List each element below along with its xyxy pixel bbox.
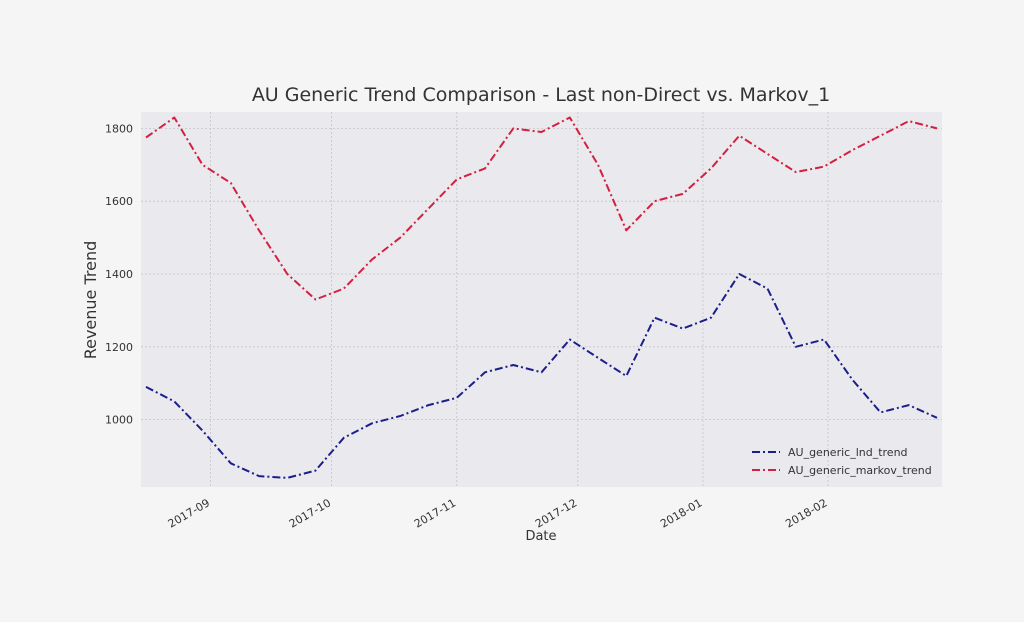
chart-title: AU Generic Trend Comparison - Last non-D… bbox=[252, 84, 830, 106]
plot-area bbox=[141, 112, 942, 487]
y-tick-label: 1400 bbox=[105, 268, 133, 281]
legend-label: AU_generic_markov_trend bbox=[788, 464, 932, 477]
y-tick-label: 1600 bbox=[105, 195, 133, 208]
y-tick-label: 1200 bbox=[105, 341, 133, 354]
legend-label: AU_generic_lnd_trend bbox=[788, 446, 908, 459]
y-tick-label: 1800 bbox=[105, 122, 133, 135]
line-series bbox=[145, 273, 938, 479]
line-series bbox=[145, 116, 938, 301]
y-axis-label: Revenue Trend bbox=[81, 241, 100, 360]
x-axis-label: Date bbox=[525, 529, 556, 544]
y-tick-label: 1000 bbox=[105, 414, 133, 427]
